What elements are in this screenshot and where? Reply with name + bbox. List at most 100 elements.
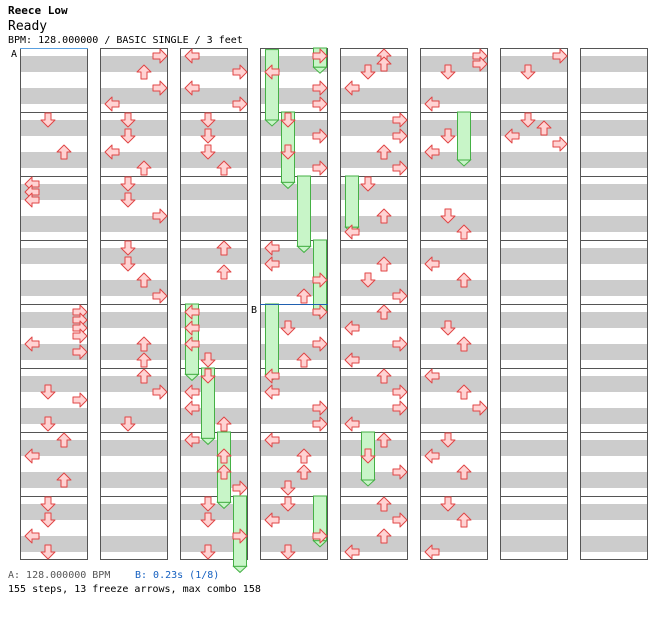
beat-stripe [500, 120, 568, 136]
arrow-right-icon [472, 400, 488, 416]
beat-stripe [180, 536, 248, 552]
arrow-left-icon [344, 80, 360, 96]
arrow-left-icon [344, 416, 360, 432]
arrow-up-icon [376, 528, 392, 544]
arrow-left-icon [264, 384, 280, 400]
beat-stripe [580, 536, 648, 552]
beat-stripe [580, 472, 648, 488]
arrow-up-icon [216, 264, 232, 280]
beat-stripe [420, 280, 488, 296]
freeze-body [265, 49, 279, 121]
freeze-body [297, 175, 311, 247]
arrow-right-icon [552, 136, 568, 152]
beat-stripe [500, 344, 568, 360]
beat-stripe [420, 184, 488, 200]
arrow-down-icon [120, 112, 136, 128]
arrow-up-icon [376, 144, 392, 160]
beat-stripe [420, 248, 488, 264]
beat-stripe [20, 440, 88, 456]
beat-stripe [20, 280, 88, 296]
arrow-left-icon [24, 192, 40, 208]
arrow-up-icon [296, 288, 312, 304]
beat-stripe [580, 440, 648, 456]
arrow-right-icon [312, 416, 328, 432]
beat-stripe [580, 88, 648, 104]
player-name: Reece Low [8, 4, 68, 17]
beat-stripe [500, 280, 568, 296]
arrow-right-icon [232, 64, 248, 80]
arrow-right-icon [312, 96, 328, 112]
beat-stripe [20, 312, 88, 328]
beat-stripe [580, 344, 648, 360]
beat-stripe [580, 280, 648, 296]
beat-stripe [100, 440, 168, 456]
beat-stripe [340, 248, 408, 264]
arrow-left-icon [264, 512, 280, 528]
arrow-down-icon [200, 144, 216, 160]
beat-stripe [20, 184, 88, 200]
arrow-up-icon [456, 224, 472, 240]
arrow-left-icon [184, 400, 200, 416]
arrow-down-icon [280, 496, 296, 512]
beat-stripe [340, 408, 408, 424]
marker-a-info: A: 128.000000 BPM [8, 570, 111, 581]
arrow-up-icon [296, 352, 312, 368]
arrow-right-icon [152, 384, 168, 400]
arrow-down-icon [200, 368, 216, 384]
arrow-left-icon [424, 368, 440, 384]
arrow-right-icon [392, 384, 408, 400]
beat-stripe [100, 152, 168, 168]
beat-stripe [100, 184, 168, 200]
freeze-arrow [312, 495, 328, 548]
arrow-left-icon [184, 336, 200, 352]
beat-stripe [20, 408, 88, 424]
beat-stripe [420, 376, 488, 392]
arrow-left-icon [264, 368, 280, 384]
arrow-left-icon [344, 224, 360, 240]
beat-stripe [500, 504, 568, 520]
arrow-right-icon [312, 160, 328, 176]
beat-stripe [500, 216, 568, 232]
arrow-right-icon [392, 160, 408, 176]
beat-stripe [340, 344, 408, 360]
beat-stripe [500, 376, 568, 392]
beat-stripe [500, 408, 568, 424]
beat-stripe [500, 536, 568, 552]
beat-stripe [260, 504, 328, 520]
arrow-up-icon [136, 64, 152, 80]
freeze-tail [264, 119, 280, 127]
arrow-up-icon [376, 496, 392, 512]
arrow-left-icon [184, 320, 200, 336]
arrow-down-icon [440, 128, 456, 144]
arrow-right-icon [72, 328, 88, 344]
beat-stripe [340, 88, 408, 104]
beat-stripe [420, 440, 488, 456]
arrow-left-icon [424, 144, 440, 160]
beat-stripe [420, 216, 488, 232]
beat-stripe [20, 504, 88, 520]
beat-stripe [180, 120, 248, 136]
arrow-down-icon [200, 128, 216, 144]
beat-stripe [580, 216, 648, 232]
arrow-up-icon [216, 416, 232, 432]
arrow-up-icon [136, 352, 152, 368]
arrow-down-icon [120, 416, 136, 432]
beat-stripe [420, 88, 488, 104]
arrow-up-icon [216, 448, 232, 464]
freeze-tail [232, 565, 248, 574]
arrow-down-icon [120, 240, 136, 256]
arrow-up-icon [376, 56, 392, 72]
arrow-up-icon [536, 120, 552, 136]
beat-stripe [420, 536, 488, 552]
arrow-right-icon [472, 56, 488, 72]
arrow-right-icon [392, 128, 408, 144]
beat-stripe [340, 56, 408, 72]
arrow-down-icon [360, 176, 376, 192]
chart-info: BPM: 128.000000 / BASIC SINGLE / 3 feet [8, 35, 243, 46]
marker-b-info: B: 0.23s (1/8) [135, 570, 220, 581]
arrow-up-icon [136, 160, 152, 176]
marker-label-a: A [11, 49, 17, 60]
arrow-left-icon [344, 320, 360, 336]
arrow-up-icon [376, 208, 392, 224]
arrow-down-icon [440, 432, 456, 448]
